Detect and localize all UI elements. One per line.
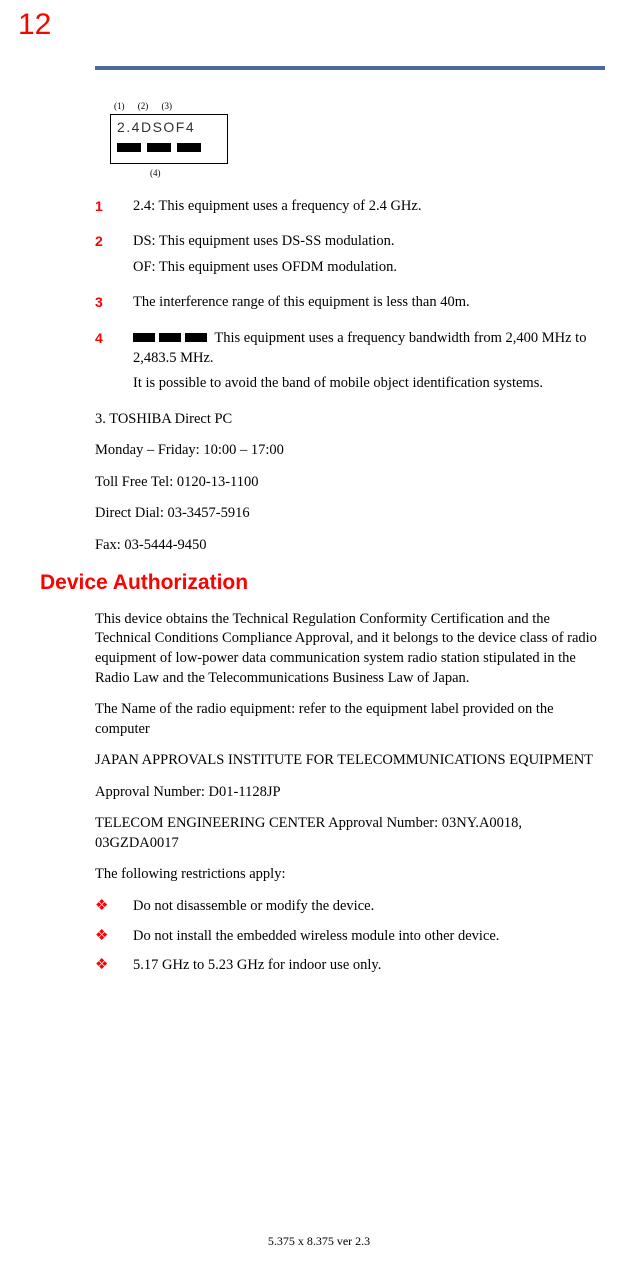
paragraph: JAPAN APPROVALS INSTITUTE FOR TELECOMMUN… — [95, 751, 605, 771]
paragraph: TELECOM ENGINEERING CENTER Approval Numb… — [95, 814, 605, 853]
diamond-bullet-icon: ❖ — [95, 956, 133, 976]
bullet-text: 5.17 GHz to 5.23 GHz for indoor use only… — [133, 956, 605, 976]
diagram-box-text: 2.4DSOF4 — [117, 118, 221, 137]
paragraph: Fax: 03-5444-9450 — [95, 536, 605, 556]
diagram-label-2: (2) — [138, 101, 149, 111]
paragraph: This device obtains the Technical Regula… — [95, 610, 605, 688]
paragraph: Direct Dial: 03-3457-5916 — [95, 504, 605, 524]
numbered-item-2: 2 DS: This equipment uses DS-SS modulati… — [95, 232, 605, 283]
paragraph: 3. TOSHIBA Direct PC — [95, 410, 605, 430]
bullet-item: ❖ 5.17 GHz to 5.23 GHz for indoor use on… — [95, 956, 605, 976]
diagram-label-1: (1) — [114, 101, 125, 111]
page-number: 12 — [18, 8, 51, 42]
item-text: The interference range of this equipment… — [133, 293, 605, 313]
bullet-text: Do not install the embedded wireless mod… — [133, 927, 605, 947]
bullet-text: Do not disassemble or modify the device. — [133, 897, 605, 917]
item-number: 3 — [95, 293, 133, 319]
frequency-diagram: (1) (2) (3) 2.4DSOF4 (4) — [110, 100, 605, 179]
item-text: OF: This equipment uses OFDM modulation. — [133, 258, 605, 278]
page-content: (1) (2) (3) 2.4DSOF4 (4) 1 2.4: This equ… — [95, 100, 605, 986]
diagram-box: 2.4DSOF4 — [110, 114, 228, 163]
section-heading: Device Authorization — [40, 569, 605, 597]
numbered-item-4: 4 This equipment uses a frequency bandwi… — [95, 329, 605, 400]
numbered-item-3: 3 The interference range of this equipme… — [95, 293, 605, 319]
bar-icon — [117, 143, 141, 152]
item-text: 2.4: This equipment uses a frequency of … — [133, 197, 605, 217]
paragraph: Monday – Friday: 10:00 – 17:00 — [95, 441, 605, 461]
item-text: It is possible to avoid the band of mobi… — [133, 374, 605, 394]
diamond-bullet-icon: ❖ — [95, 927, 133, 947]
numbered-item-1: 1 2.4: This equipment uses a frequency o… — [95, 197, 605, 223]
paragraph: Toll Free Tel: 0120-13-1100 — [95, 473, 605, 493]
diagram-top-labels: (1) (2) (3) — [114, 100, 605, 112]
diagram-bars — [117, 139, 221, 159]
bar-icon — [147, 143, 171, 152]
top-rule — [95, 66, 605, 70]
bullet-item: ❖ Do not install the embedded wireless m… — [95, 927, 605, 947]
item-number: 4 — [95, 329, 133, 400]
item-number: 2 — [95, 232, 133, 283]
inline-bars-icon — [133, 330, 211, 346]
paragraph: The Name of the radio equipment: refer t… — [95, 700, 605, 739]
diagram-bottom-label: (4) — [150, 167, 605, 179]
bar-icon — [177, 143, 201, 152]
paragraph: Approval Number: D01-1128JP — [95, 783, 605, 803]
item-text: This equipment uses a frequency bandwidt… — [133, 329, 605, 368]
diagram-label-3: (3) — [162, 101, 173, 111]
footer-text: 5.375 x 8.375 ver 2.3 — [0, 1234, 638, 1249]
item-text: DS: This equipment uses DS-SS modulation… — [133, 232, 605, 252]
paragraph: The following restrictions apply: — [95, 865, 605, 885]
diamond-bullet-icon: ❖ — [95, 897, 133, 917]
bullet-item: ❖ Do not disassemble or modify the devic… — [95, 897, 605, 917]
item-number: 1 — [95, 197, 133, 223]
